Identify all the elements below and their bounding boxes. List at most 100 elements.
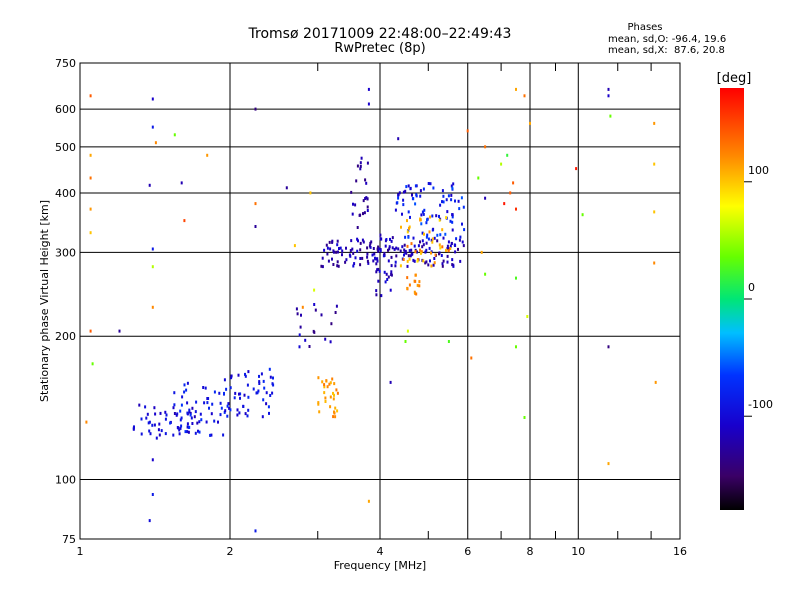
data-point (362, 199, 365, 203)
data-point (377, 245, 380, 249)
data-point (484, 196, 487, 200)
data-point (178, 428, 181, 432)
data-point (515, 345, 517, 349)
data-point (337, 250, 339, 254)
data-point (438, 243, 441, 247)
data-point (367, 102, 370, 106)
y-tick-label: 600 (55, 103, 76, 116)
data-point (421, 210, 424, 214)
data-point (423, 208, 426, 212)
data-point (371, 253, 374, 257)
data-point (258, 382, 261, 385)
data-point (272, 383, 275, 387)
data-point (254, 202, 257, 206)
data-point (223, 410, 226, 414)
data-point (653, 121, 656, 125)
data-point (607, 94, 610, 98)
data-point (334, 415, 337, 419)
data-point (173, 391, 176, 395)
data-point (247, 370, 250, 374)
data-point (419, 194, 422, 198)
data-point (321, 256, 324, 260)
data-point (89, 207, 92, 211)
data-point (449, 219, 452, 223)
data-point (458, 207, 461, 211)
data-point (226, 404, 229, 408)
data-point (425, 241, 428, 245)
data-point (89, 231, 92, 235)
data-point (420, 250, 423, 254)
data-point (415, 193, 418, 197)
data-point (506, 153, 509, 157)
data-point (226, 414, 229, 418)
data-point (523, 94, 526, 98)
data-point (457, 247, 459, 251)
data-point (257, 389, 260, 393)
data-point (416, 250, 418, 254)
data-point (654, 380, 657, 384)
data-point (451, 213, 454, 217)
data-point (317, 401, 320, 405)
data-point (320, 313, 323, 317)
data-point (326, 246, 329, 250)
data-point (332, 415, 335, 419)
data-point (364, 197, 367, 200)
data-point (440, 254, 443, 257)
data-point (450, 184, 453, 188)
data-point (172, 433, 175, 437)
data-point (360, 156, 363, 160)
data-point (186, 430, 189, 434)
data-point (230, 376, 233, 380)
data-point (378, 269, 381, 273)
data-point (396, 201, 399, 205)
data-point (246, 414, 249, 418)
data-point (406, 276, 409, 280)
data-point (254, 225, 257, 228)
data-point (395, 254, 398, 258)
data-point (421, 245, 424, 249)
data-point (451, 215, 454, 219)
data-point (447, 194, 450, 198)
data-point (194, 431, 197, 435)
data-point (429, 259, 431, 263)
data-point (324, 396, 327, 400)
data-point (435, 214, 438, 218)
data-point (387, 275, 390, 279)
data-point (151, 247, 154, 251)
data-point (383, 252, 386, 255)
data-point (364, 178, 367, 182)
data-point (334, 311, 337, 314)
data-point (446, 244, 449, 248)
data-point (421, 239, 424, 243)
data-point (300, 313, 302, 317)
data-point (359, 263, 362, 267)
data-point (204, 386, 207, 390)
data-point (458, 238, 461, 242)
data-point (222, 433, 225, 437)
data-point (198, 420, 201, 424)
data-point (361, 256, 364, 260)
data-point (406, 286, 409, 290)
data-point (450, 241, 453, 245)
data-point (198, 430, 201, 434)
data-point (448, 247, 450, 251)
data-point (239, 392, 242, 396)
colorbar-tick-label: -100 (748, 398, 773, 411)
data-point (406, 259, 409, 263)
data-point (153, 423, 156, 427)
data-point (208, 406, 210, 410)
data-point (438, 218, 441, 222)
data-point (425, 221, 428, 225)
data-point (445, 216, 448, 220)
data-point (238, 411, 241, 415)
data-point (515, 87, 517, 91)
data-point (372, 259, 375, 263)
data-point (191, 422, 194, 425)
data-point (394, 260, 397, 264)
data-point (352, 202, 354, 206)
data-point (366, 209, 369, 212)
data-point (398, 191, 401, 195)
data-point (607, 345, 610, 349)
data-point (244, 374, 247, 378)
data-point (153, 406, 156, 410)
